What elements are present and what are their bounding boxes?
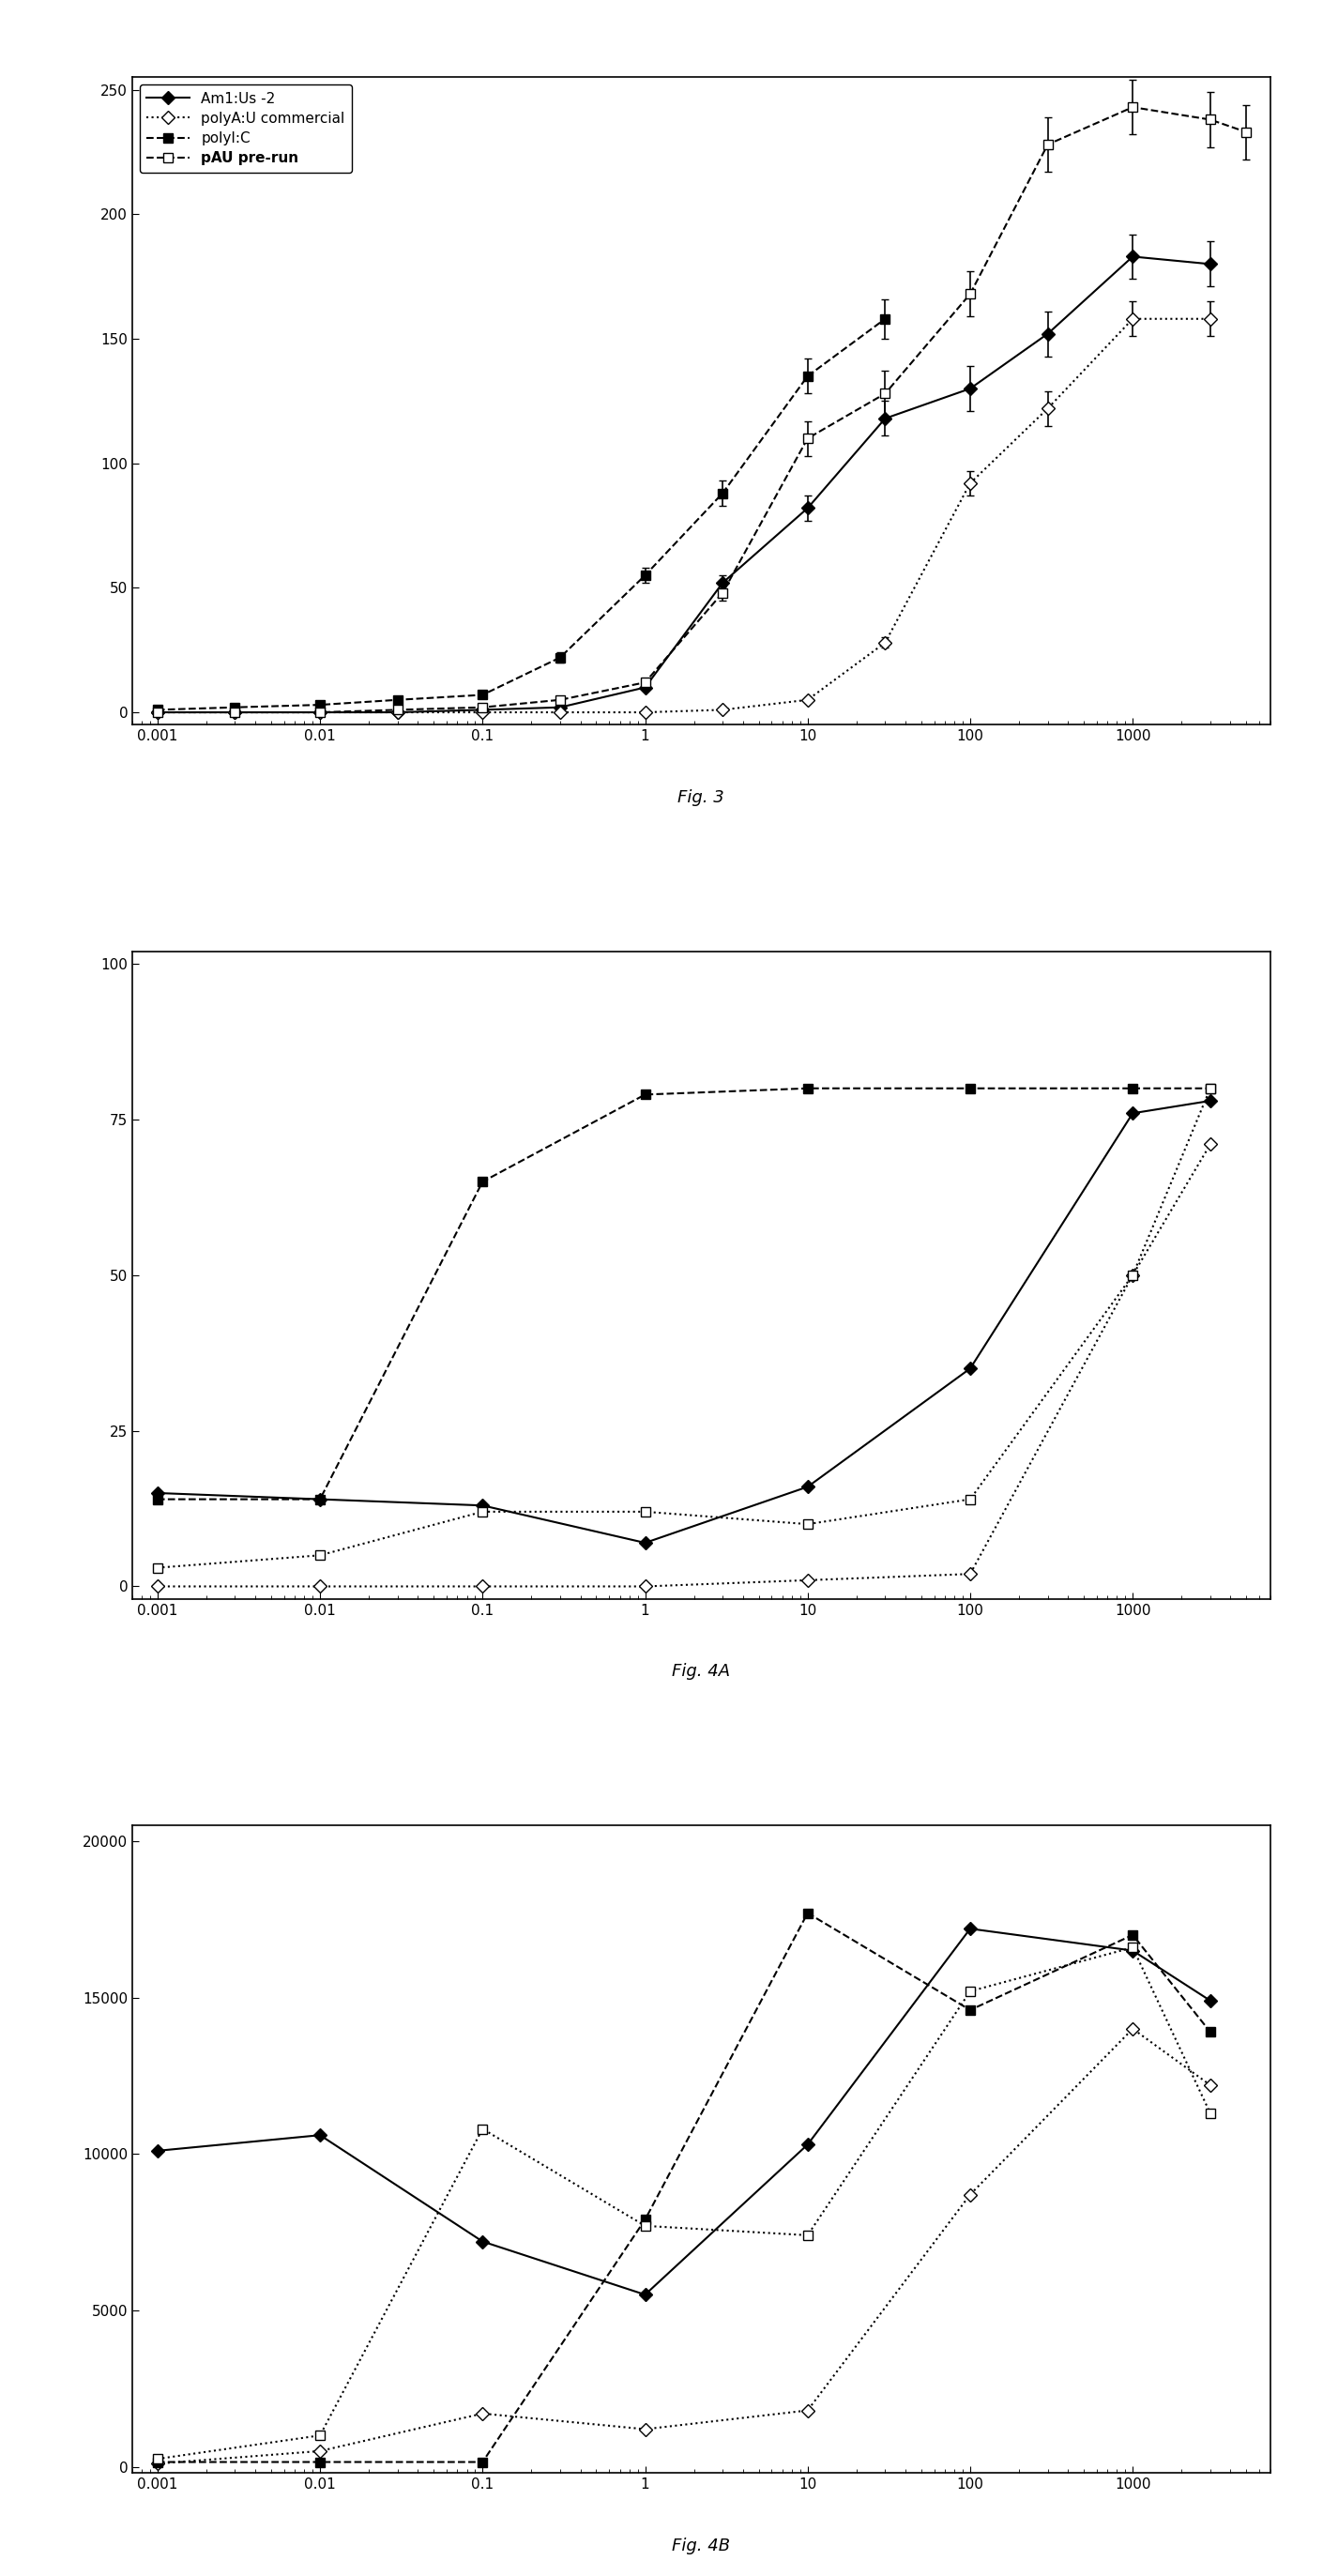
pAU pre-run: [1203, 1072, 1218, 1103]
polyA:U commercial: [799, 1564, 815, 1595]
Am1:Us -2: [1125, 1097, 1140, 1128]
Am1:Us -2: [312, 1484, 328, 1515]
Line: Am1:Us -2: Am1:Us -2: [153, 1924, 1215, 2300]
Am1:Us -2: [638, 2280, 654, 2311]
polyA:U commercial: [1125, 2014, 1140, 2045]
polyI:C: [638, 2205, 654, 2236]
polyI:C: [799, 1072, 815, 1103]
pAU pre-run: [799, 1510, 815, 1540]
polyA:U commercial: [962, 2179, 978, 2210]
Text: Fig. 3: Fig. 3: [677, 788, 725, 806]
Text: Fig. 4B: Fig. 4B: [672, 2537, 730, 2555]
polyI:C: [312, 2447, 328, 2478]
polyA:U commercial: [1203, 1128, 1218, 1159]
pAU pre-run: [962, 1484, 978, 1515]
polyI:C: [475, 2447, 491, 2478]
Am1:Us -2: [799, 1471, 815, 1502]
polyA:U commercial: [1125, 1260, 1140, 1291]
Am1:Us -2: [962, 1914, 978, 1945]
polyI:C: [312, 1484, 328, 1515]
Line: pAU pre-run: pAU pre-run: [153, 1084, 1215, 1571]
polyI:C: [1125, 1919, 1140, 1950]
pAU pre-run: [799, 2221, 815, 2251]
polyA:U commercial: [962, 1558, 978, 1589]
Am1:Us -2: [475, 1489, 491, 1520]
Line: polyI:C: polyI:C: [153, 1909, 1215, 2468]
polyI:C: [475, 1167, 491, 1198]
polyA:U commercial: [312, 1571, 328, 1602]
polyI:C: [1125, 1072, 1140, 1103]
Am1:Us -2: [1203, 1986, 1218, 2017]
pAU pre-run: [475, 2112, 491, 2143]
Am1:Us -2: [1203, 1084, 1218, 1115]
polyA:U commercial: [799, 2396, 815, 2427]
Legend: Am1:Us -2, polyA:U commercial, polyI:C, pAU pre-run: Am1:Us -2, polyA:U commercial, polyI:C, …: [139, 85, 352, 173]
Am1:Us -2: [799, 2130, 815, 2161]
Line: polyA:U commercial: polyA:U commercial: [153, 1139, 1215, 1592]
pAU pre-run: [1125, 1932, 1140, 1963]
Line: polyI:C: polyI:C: [153, 1084, 1215, 1504]
polyI:C: [799, 1899, 815, 1929]
polyI:C: [1203, 1072, 1218, 1103]
pAU pre-run: [312, 2419, 328, 2450]
Am1:Us -2: [149, 2136, 165, 2166]
Text: Fig. 4A: Fig. 4A: [672, 1664, 730, 1680]
pAU pre-run: [312, 1540, 328, 1571]
polyI:C: [638, 1079, 654, 1110]
polyA:U commercial: [475, 2398, 491, 2429]
polyI:C: [149, 1484, 165, 1515]
polyA:U commercial: [638, 2414, 654, 2445]
Am1:Us -2: [312, 2120, 328, 2151]
polyA:U commercial: [475, 1571, 491, 1602]
pAU pre-run: [475, 1497, 491, 1528]
Am1:Us -2: [475, 2226, 491, 2257]
polyA:U commercial: [149, 2447, 165, 2478]
polyI:C: [962, 1072, 978, 1103]
polyI:C: [149, 2447, 165, 2478]
pAU pre-run: [638, 1497, 654, 1528]
Line: pAU pre-run: pAU pre-run: [153, 1942, 1215, 2463]
Am1:Us -2: [1125, 1935, 1140, 1965]
polyI:C: [1203, 2017, 1218, 2048]
polyI:C: [962, 1994, 978, 2025]
pAU pre-run: [1203, 2097, 1218, 2128]
pAU pre-run: [149, 1553, 165, 1584]
polyA:U commercial: [312, 2437, 328, 2468]
pAU pre-run: [962, 1976, 978, 2007]
Am1:Us -2: [638, 1528, 654, 1558]
polyA:U commercial: [1203, 2069, 1218, 2099]
Line: Am1:Us -2: Am1:Us -2: [153, 1097, 1215, 1548]
Am1:Us -2: [962, 1352, 978, 1383]
Am1:Us -2: [149, 1479, 165, 1510]
polyA:U commercial: [149, 1571, 165, 1602]
pAU pre-run: [1125, 1260, 1140, 1291]
pAU pre-run: [638, 2210, 654, 2241]
pAU pre-run: [149, 2445, 165, 2476]
polyA:U commercial: [638, 1571, 654, 1602]
Line: polyA:U commercial: polyA:U commercial: [153, 2025, 1215, 2468]
